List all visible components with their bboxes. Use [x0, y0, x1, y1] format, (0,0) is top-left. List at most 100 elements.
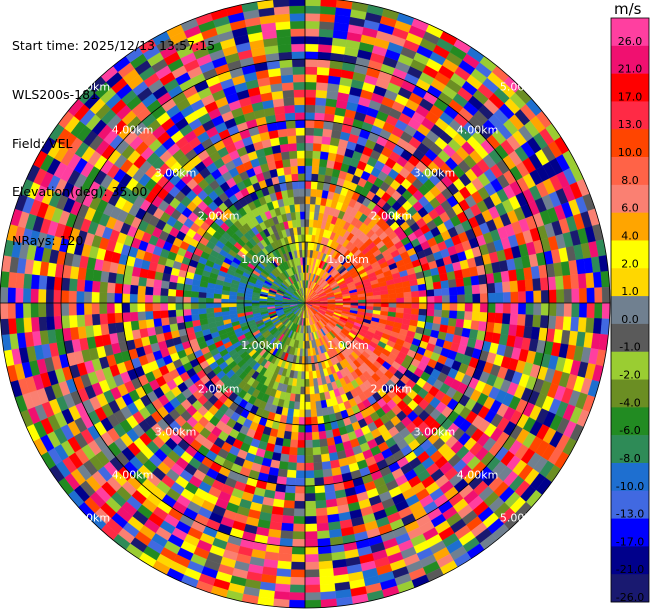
ppi-gate-cell [304, 546, 319, 555]
colorbar-segment [611, 101, 649, 130]
ppi-gate-cell [272, 0, 290, 8]
ppi-gate-cell [271, 506, 284, 516]
ppi-gate-cell [160, 310, 169, 319]
ppi-gate-cell [311, 173, 319, 182]
ppi-gate-cell [76, 302, 85, 316]
range-ring-label: 5.00km [69, 512, 111, 525]
ppi-gate-cell [411, 308, 420, 316]
ppi-gate-cell [601, 302, 611, 320]
ppi-gate-cell [311, 431, 320, 441]
ppi-gate-cell [304, 531, 318, 540]
ppi-gate-cell [228, 302, 237, 308]
ppi-gate-cell [100, 270, 110, 283]
ppi-gate-cell [121, 302, 131, 313]
ppi-gate-cell [292, 531, 306, 540]
ppi-gate-cell [402, 286, 412, 293]
ppi-gate-cell [312, 439, 321, 448]
ppi-gate-cell [434, 295, 443, 304]
ppi-gate-cell [283, 500, 295, 509]
ppi-gate-cell [509, 280, 519, 293]
ppi-gate-cell [276, 568, 292, 578]
ppi-gate-cell [236, 306, 245, 311]
ppi-gate-cell [539, 277, 549, 291]
ppi-gate-cell [301, 241, 306, 250]
ppi-gate-cell [585, 317, 595, 334]
ppi-gate-cell [37, 302, 47, 318]
ppi-gate-cell [410, 284, 419, 292]
ppi-gate-cell [289, 158, 298, 167]
ppi-gate-cell [518, 302, 527, 315]
ppi-gate-cell [310, 401, 317, 410]
ppi-gate-cell [274, 583, 291, 593]
ppi-gate-cell [294, 104, 306, 113]
ppi-gate-cell [278, 461, 289, 470]
ppi-gate-cell [312, 142, 322, 152]
ppi-gate-cell [106, 312, 116, 324]
ppi-gate-cell [22, 302, 32, 318]
ppi-gate-cell [84, 314, 93, 327]
ppi-gate-cell [190, 290, 199, 298]
ppi-gate-cell [298, 409, 306, 418]
ppi-gate-cell [365, 299, 374, 304]
ppi-gate-cell [358, 299, 367, 304]
colorbar-segment [611, 73, 649, 102]
ppi-gate-cell [487, 302, 496, 314]
ppi-gate-cell [287, 135, 297, 144]
ppi-gate-cell [292, 181, 300, 190]
ppi-gate-cell [291, 173, 299, 182]
ppi-gate-cell [296, 150, 306, 159]
ppi-gate-cell [309, 386, 315, 395]
colorbar-tick-label: -21.0 [616, 563, 644, 576]
ppi-gate-cell [517, 314, 526, 327]
ppi-gate-cell [294, 112, 306, 121]
colorbar-segment [611, 129, 649, 158]
ppi-gate-cell [304, 28, 320, 37]
ppi-gate-cell [310, 196, 317, 205]
ppi-gate-cell [518, 291, 527, 304]
ppi-gate-cell [555, 275, 565, 290]
ppi-gate-cell [296, 462, 306, 471]
ppi-gate-cell [183, 314, 193, 323]
ppi-gate-cell [275, 21, 291, 31]
ppi-gate-cell [274, 159, 284, 169]
colorbar-tick-label: -17.0 [616, 535, 644, 548]
ppi-gate-cell [571, 302, 580, 318]
ppi-gate-cell [221, 306, 230, 312]
ppi-gate-cell [205, 297, 214, 304]
ppi-gate-cell [213, 307, 222, 313]
ppi-gate-cell [286, 127, 297, 137]
ppi-gate-cell [304, 13, 321, 22]
ppi-gate-cell [206, 312, 215, 319]
ppi-gate-cell [83, 291, 92, 304]
range-ring-label: 3.00km [414, 167, 456, 180]
ppi-gate-cell [395, 287, 404, 294]
ppi-gate-cell [441, 302, 451, 311]
ppi-gate-cell [302, 249, 306, 258]
ppi-gate-cell [316, 82, 329, 91]
ppi-gate-cell [236, 299, 245, 304]
ppi-gate-cell [15, 317, 25, 334]
ppi-gate-cell [479, 302, 489, 313]
ppi-gate-cell [153, 317, 163, 328]
ppi-gate-cell [350, 300, 359, 304]
ppi-gate-cell [289, 584, 306, 593]
ppi-gate-cell [304, 599, 322, 609]
ppi-gate-cell [91, 280, 101, 293]
ppi-gate-cell [290, 576, 306, 586]
ppi-gate-cell [448, 286, 458, 296]
ppi-gate-cell [304, 409, 312, 418]
ppi-gate-cell [291, 51, 306, 60]
ppi-gate-cell [426, 309, 435, 317]
ppi-gate-cell [495, 292, 504, 304]
colorbar-tick-label: 17.0 [618, 90, 643, 103]
ppi-gate-cell [159, 302, 169, 311]
colorbar-segment [611, 45, 649, 74]
ppi-gate-cell [290, 20, 306, 30]
range-ring-label: 4.00km [112, 469, 154, 482]
colorbar-segment [611, 490, 649, 519]
ppi-gate-cell [380, 294, 389, 300]
ppi-gate-cell [273, 5, 290, 15]
ppi-gate-cell [449, 294, 458, 304]
ppi-gate-cell [274, 13, 291, 23]
